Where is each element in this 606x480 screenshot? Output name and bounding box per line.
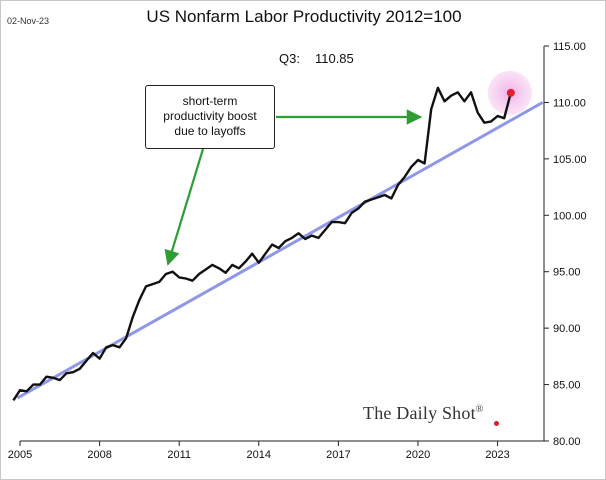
y-tick-label: 80.00 [553,436,581,448]
last-value-point [506,88,515,97]
x-tick-label: 2008 [87,449,111,461]
y-tick-label: 85.00 [553,380,581,392]
brand-dot [494,421,499,426]
y-tick-label: 100.00 [553,210,587,222]
brand-text: The Daily Shot [363,403,476,423]
y-tick-label: 105.00 [553,154,587,166]
y-tick-label: 90.00 [553,323,581,335]
last-value-number: 110.85 [314,51,354,66]
productivity-series-line [12,86,512,402]
x-tick-label: 2017 [326,449,350,461]
annotation-line-3: due to layoffs [174,124,246,138]
brand-logo: The Daily Shot® [363,403,484,424]
trend-line [16,101,544,400]
x-tick-label: 2011 [167,449,191,461]
x-tick-label: 2020 [406,449,430,461]
y-tick-label: 110.00 [553,97,586,109]
brand-mark: ® [475,404,484,415]
annotation-arrow-2010 [164,148,205,266]
y-tick-label: 95.00 [553,267,581,279]
annotation-line-1: short-term [182,94,238,108]
x-tick-label: 2023 [485,449,509,461]
last-value-label: Q3: [279,51,300,66]
last-value-readout: Q3: 110.85 [279,51,354,66]
date-stamp: 02-Nov-23 [7,16,50,26]
x-tick-label: 2005 [8,449,32,461]
y-tick-label: 115.00 [553,41,586,53]
chart-title: US Nonfarm Labor Productivity 2012=100 [146,7,462,26]
annotation-callout: short-term productivity boost due to lay… [145,85,275,149]
x-tick-label: 2014 [247,449,271,461]
annotation-line-2: productivity boost [163,109,257,123]
